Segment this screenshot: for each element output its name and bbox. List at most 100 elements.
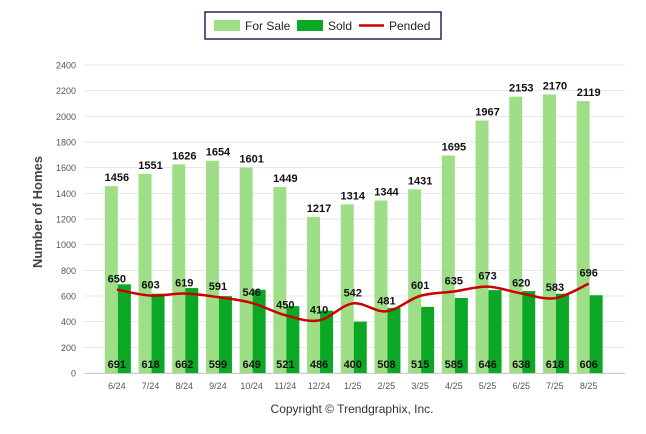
- label-for-sale: 1449: [273, 173, 297, 185]
- y-tick-label: 0: [71, 369, 76, 379]
- bar-for-sale: [307, 216, 321, 373]
- label-for-sale: 1314: [341, 190, 366, 202]
- y-tick-label: 400: [61, 317, 76, 327]
- x-tick-label: 3/25: [411, 381, 429, 391]
- bar-sold: [387, 307, 401, 373]
- label-for-sale: 1217: [307, 203, 331, 215]
- legend-swatch-sold: [297, 20, 323, 31]
- y-tick-label: 1400: [56, 189, 76, 199]
- bar-sold: [589, 295, 603, 373]
- label-pended: 635: [445, 276, 463, 288]
- label-sold: 599: [209, 359, 227, 371]
- x-tick-label: 12/24: [308, 381, 331, 391]
- pended-line: [116, 282, 590, 323]
- x-tick-label: 7/24: [142, 381, 160, 391]
- bar-for-sale: [340, 204, 354, 373]
- x-tick-label: 10/24: [240, 381, 263, 391]
- label-for-sale: 1601: [239, 154, 263, 166]
- bar-sold: [320, 310, 334, 373]
- bar-sold: [218, 296, 232, 373]
- label-for-sale: 1654: [206, 147, 231, 159]
- label-pended: 450: [276, 299, 294, 311]
- x-tick-label: 4/25: [445, 381, 463, 391]
- label-for-sale: 1967: [475, 107, 499, 119]
- bar-sold: [555, 293, 569, 373]
- bar-sold: [454, 297, 468, 373]
- label-for-sale: 2119: [577, 87, 601, 99]
- y-tick-label: 600: [61, 292, 76, 302]
- label-sold: 618: [546, 359, 564, 371]
- label-sold: 585: [445, 359, 463, 371]
- bar-for-sale: [374, 200, 388, 373]
- y-tick-label: 1600: [56, 163, 76, 173]
- bar-for-sale: [542, 94, 556, 374]
- bar-sold: [185, 288, 199, 373]
- label-pended: 601: [411, 280, 429, 292]
- x-tick-label: 1/25: [344, 381, 362, 391]
- label-sold: 646: [478, 359, 496, 371]
- copyright-text: Copyright © Trendgraphix, Inc.: [271, 402, 434, 416]
- label-pended: 591: [209, 281, 227, 293]
- label-pended: 673: [478, 271, 496, 283]
- bars: [104, 94, 603, 374]
- legend-label-for-sale: For Sale: [245, 19, 291, 33]
- bar-for-sale: [475, 120, 489, 374]
- bar-for-sale: [509, 96, 523, 373]
- bar-sold: [488, 290, 502, 373]
- label-pended: 650: [108, 274, 126, 286]
- label-sold: 515: [411, 359, 429, 371]
- bar-sold: [117, 284, 131, 373]
- bar-for-sale: [172, 164, 186, 373]
- label-sold: 486: [310, 359, 328, 371]
- bar-sold: [353, 321, 367, 373]
- x-tick-label: 6/25: [512, 381, 530, 391]
- bar-sold: [421, 306, 435, 373]
- label-pended: 546: [242, 287, 260, 299]
- x-tick-label: 6/24: [108, 381, 126, 391]
- label-for-sale: 1344: [374, 187, 399, 199]
- bar-for-sale: [576, 101, 590, 373]
- y-tick-label: 1800: [56, 138, 76, 148]
- label-sold: 521: [276, 359, 294, 371]
- bar-for-sale: [408, 189, 422, 373]
- label-sold: 606: [579, 359, 597, 371]
- y-tick-label: 200: [61, 343, 76, 353]
- legend[interactable]: For Sale Sold Pended: [204, 11, 442, 40]
- label-pended: 619: [175, 278, 193, 290]
- x-tick-label: 8/24: [175, 381, 193, 391]
- label-sold: 649: [242, 359, 260, 371]
- label-sold: 400: [344, 359, 362, 371]
- y-tick-label: 1200: [56, 215, 76, 225]
- label-for-sale: 1431: [408, 175, 432, 187]
- label-sold: 691: [108, 359, 126, 371]
- label-pended: 481: [377, 295, 395, 307]
- y-tick-label: 2200: [56, 86, 76, 96]
- bar-sold: [522, 291, 536, 373]
- x-tick-label: 2/25: [378, 381, 396, 391]
- legend-label-pended: Pended: [389, 19, 430, 33]
- y-tick-label: 800: [61, 266, 76, 276]
- label-pended: 603: [141, 280, 159, 292]
- bar-for-sale: [441, 155, 455, 373]
- label-pended: 620: [512, 277, 530, 289]
- bar-for-sale: [239, 167, 253, 373]
- y-axis-label: Number of Homes: [30, 156, 45, 268]
- bar-for-sale: [205, 160, 219, 373]
- x-tick-label: 11/24: [274, 381, 296, 391]
- bar-sold: [252, 289, 266, 373]
- label-sold: 638: [512, 359, 530, 371]
- pended-line-group: [116, 282, 590, 323]
- label-sold: 662: [175, 359, 193, 371]
- x-tick-label: 9/24: [209, 381, 227, 391]
- y-tick-label: 1000: [56, 240, 76, 250]
- label-pended: 583: [546, 282, 564, 294]
- bar-sold: [286, 306, 300, 373]
- label-for-sale: 1456: [105, 172, 129, 184]
- label-sold: 618: [141, 359, 159, 371]
- label-pended: 542: [344, 287, 362, 299]
- axes: 0 200 400 600 800 1000 1200 1400 1600 1800 2000 220…: [56, 61, 625, 391]
- legend-swatch-for-sale: [214, 20, 240, 31]
- label-sold: 508: [377, 359, 395, 371]
